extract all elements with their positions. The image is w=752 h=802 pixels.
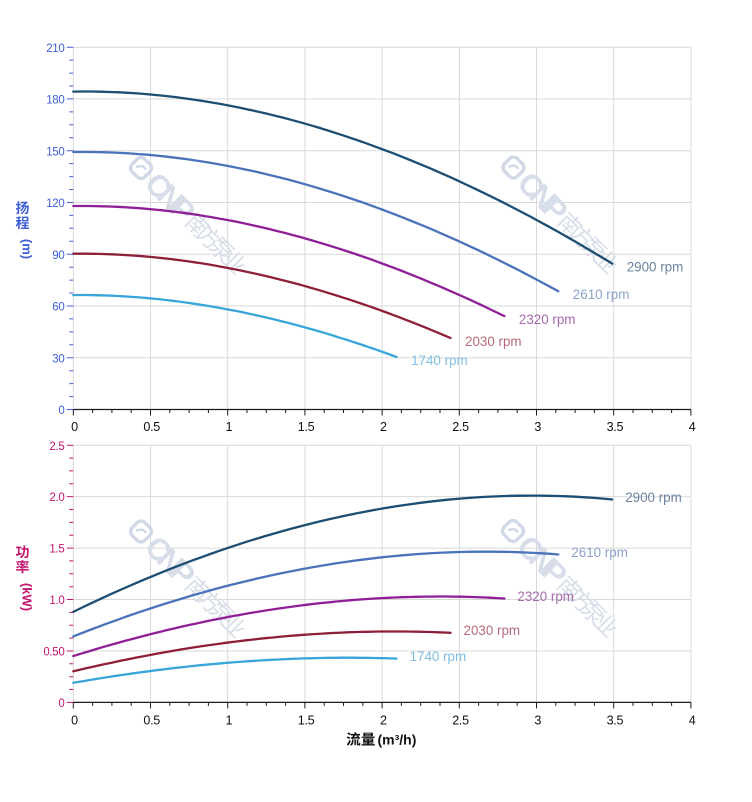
svg-text:2320 rpm: 2320 rpm [519, 312, 576, 327]
svg-text:1.5: 1.5 [298, 420, 315, 434]
svg-text:2900 rpm: 2900 rpm [627, 260, 684, 275]
svg-text:0: 0 [58, 698, 64, 710]
svg-text:2030 rpm: 2030 rpm [464, 623, 521, 638]
svg-text:2320 rpm: 2320 rpm [517, 589, 574, 604]
svg-text:1.5: 1.5 [49, 544, 64, 556]
svg-text:0.5: 0.5 [143, 420, 160, 434]
svg-text:1740 rpm: 1740 rpm [411, 353, 468, 368]
svg-text:3.5: 3.5 [607, 420, 624, 434]
svg-text:3.5: 3.5 [607, 714, 624, 728]
svg-text:0: 0 [71, 714, 78, 728]
svg-text:2030 rpm: 2030 rpm [465, 334, 522, 349]
svg-text:1: 1 [226, 420, 233, 434]
svg-text:2610 rpm: 2610 rpm [573, 287, 630, 302]
svg-text:1.0: 1.0 [49, 595, 64, 607]
svg-text:1740 rpm: 1740 rpm [410, 649, 467, 664]
svg-text:210: 210 [46, 43, 64, 55]
svg-text:2900 rpm: 2900 rpm [625, 490, 682, 505]
svg-text:2610 rpm: 2610 rpm [571, 545, 628, 560]
svg-text:30: 30 [52, 353, 64, 365]
svg-text:0.50: 0.50 [43, 647, 64, 659]
svg-text:2.5: 2.5 [49, 441, 64, 453]
svg-text:1.5: 1.5 [298, 714, 315, 728]
svg-text:0.5: 0.5 [143, 714, 160, 728]
svg-text:3: 3 [534, 420, 541, 434]
svg-text:2.0: 2.0 [49, 492, 64, 504]
svg-text:2: 2 [380, 714, 387, 728]
svg-text:(m³/h): (m³/h) [378, 732, 417, 748]
svg-text:2: 2 [380, 420, 387, 434]
svg-text:2.5: 2.5 [452, 714, 469, 728]
svg-text:4: 4 [689, 420, 696, 434]
svg-text:180: 180 [46, 95, 64, 107]
svg-text:4: 4 [689, 714, 696, 728]
svg-text:2.5: 2.5 [452, 420, 469, 434]
svg-text:150: 150 [46, 146, 64, 158]
svg-text:0: 0 [58, 405, 64, 417]
svg-text:90: 90 [52, 250, 64, 262]
svg-text:(kW): (kW) [20, 583, 35, 611]
svg-text:0: 0 [71, 420, 78, 434]
svg-text:3: 3 [534, 714, 541, 728]
svg-text:(m): (m) [20, 239, 35, 259]
svg-text:120: 120 [46, 198, 64, 210]
svg-text:1: 1 [226, 714, 233, 728]
svg-text:60: 60 [52, 302, 64, 314]
